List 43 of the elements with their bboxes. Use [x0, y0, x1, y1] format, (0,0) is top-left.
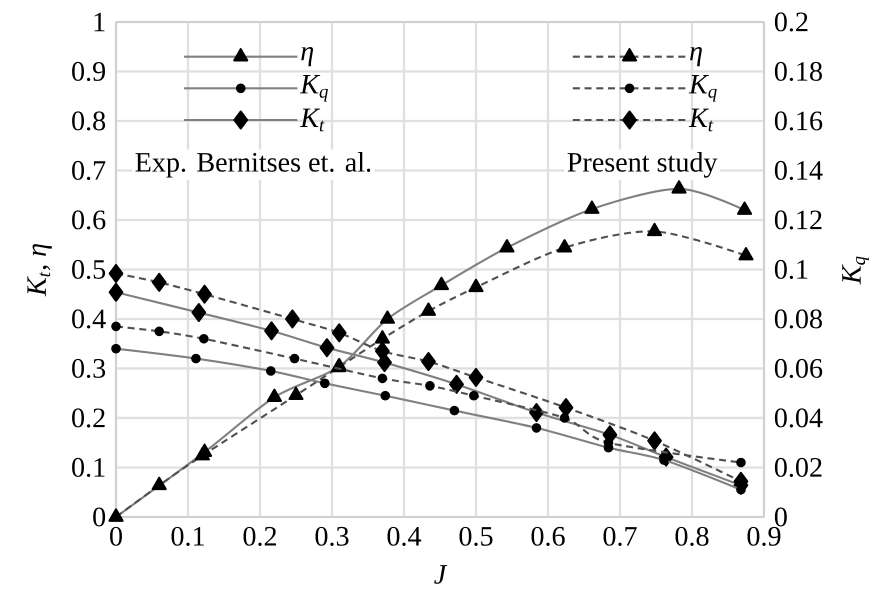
x-tick-label: 0.5 [459, 526, 492, 546]
y2-tick-label: 0.18 [774, 62, 822, 82]
y-tick-label: 0 [93, 507, 106, 526]
x-tick-label: 0.6 [531, 526, 565, 546]
legend-label: K$_{t}$ [300, 108, 325, 132]
x-tick-label: 0.2 [243, 526, 276, 546]
legend-label: K$_{t}$ [688, 108, 714, 132]
y-tick-label: 0.5 [72, 260, 106, 280]
y-tick-label: 0.2 [72, 408, 105, 428]
y2-tick-label: 0.14 [774, 160, 823, 180]
x-tick-label: 0.1 [172, 526, 204, 546]
x-tick-label: 0.8 [675, 526, 708, 546]
annotation: Present study [568, 152, 718, 178]
annotation: Exp. Bernitses et. al. [136, 152, 370, 178]
y2-axis-title: K$_{q}$ [842, 256, 869, 284]
y2-tick-label: 0.12 [774, 210, 822, 230]
y2-tick-label: 0.04 [774, 408, 823, 428]
x-tick-label: 0.3 [315, 526, 348, 546]
x-tick-label: 0.9 [747, 526, 780, 546]
y-tick-label: 0.6 [72, 210, 106, 230]
y2-tick-label: 0.1 [774, 260, 808, 280]
x-tick-label: 0.4 [387, 526, 422, 546]
y-axis-title: K$_{t}$, η [27, 244, 52, 296]
legend-label: K$_{q}$ [300, 75, 328, 102]
y-tick-label: 0.9 [72, 62, 106, 82]
legend-label: η [301, 47, 314, 66]
y-tick-label: 0.4 [72, 309, 106, 329]
y2-tick-label: 0.16 [774, 111, 822, 131]
x-tick-label: 0 [110, 526, 122, 546]
y2-tick-label: 0.2 [774, 12, 808, 32]
y-tick-label: 0.8 [72, 111, 106, 131]
y2-tick-label: 0 [774, 507, 787, 526]
x-tick-label: 0.7 [603, 526, 637, 546]
y2-tick-label: 0.08 [774, 309, 822, 329]
y-tick-label: 0.1 [72, 458, 104, 478]
y-tick-label: 1 [94, 12, 104, 32]
y-tick-label: 0.3 [72, 358, 106, 378]
legend-label: η [690, 47, 702, 66]
x-axis-title: J [434, 565, 448, 584]
y-tick-label: 0.7 [72, 160, 106, 180]
y2-tick-label: 0.02 [774, 458, 822, 478]
y2-tick-label: 0.06 [774, 358, 822, 378]
legend-label: K$_{q}$ [688, 75, 717, 102]
